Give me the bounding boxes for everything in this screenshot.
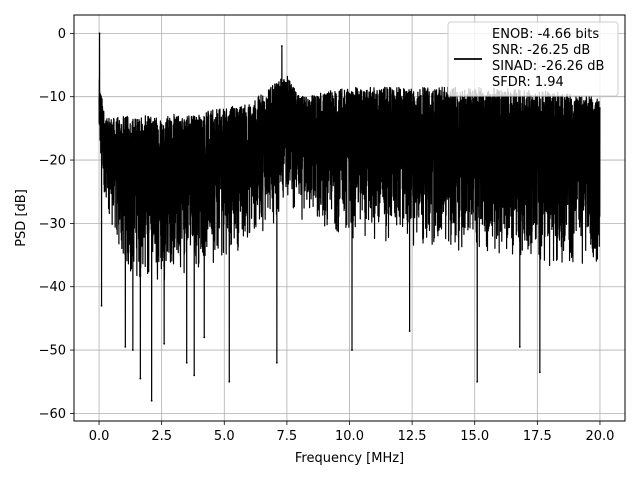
psd-dip-point: [150, 399, 153, 402]
psd-dip-point: [193, 374, 196, 377]
psd-dip-point: [518, 345, 521, 348]
x-tick-label: 2.5: [151, 429, 172, 444]
y-tick-label: −30: [39, 217, 66, 232]
x-tick-label: 10.0: [335, 429, 364, 444]
y-tick-label: −50: [39, 344, 66, 359]
psd-peak-point: [98, 32, 101, 35]
psd-dip-point: [203, 336, 206, 339]
legend-entry-sfdr: SFDR: 1.94: [492, 75, 564, 90]
legend-entry-snr: SNR: -26.25 dB: [492, 43, 590, 58]
psd-dip-point: [408, 330, 411, 332]
psd-dip-point: [538, 371, 541, 374]
x-tick-label: 17.5: [523, 429, 552, 444]
x-tick-label: 20.0: [585, 429, 614, 444]
y-tick-label: −10: [39, 90, 66, 105]
x-tick-label: 12.5: [398, 429, 427, 444]
psd-dip-point: [131, 349, 134, 351]
y-axis-label: PSD [dB]: [14, 189, 29, 247]
x-axis-ticks: 0.0 2.5 5.0 7.5 10.0 12.5 15.0 17.5 20.0: [89, 421, 614, 444]
psd-peak-point: [280, 45, 283, 47]
x-tick-label: 7.5: [277, 429, 298, 444]
x-tick-label: 0.0: [89, 429, 110, 444]
psd-dip-point: [163, 342, 166, 345]
y-tick-label: 0: [58, 27, 66, 42]
psd-dip-point: [275, 361, 278, 364]
y-axis-ticks: 0 −10 −20 −30 −40 −50 −60: [39, 27, 74, 422]
psd-dip-point: [351, 349, 353, 351]
psd-dip-point: [100, 304, 103, 307]
legend-box: [447, 21, 619, 97]
x-tick-label: 15.0: [460, 429, 489, 444]
legend: ENOB: -4.66 bits SNR: -26.25 dB SINAD: -…: [447, 21, 619, 97]
x-axis-label: Frequency [MHz]: [295, 451, 404, 466]
y-tick-label: −40: [39, 280, 66, 295]
psd-dip-point: [139, 377, 142, 380]
psd-dip-point: [228, 380, 231, 383]
y-tick-label: −20: [39, 154, 66, 169]
psd-dip-point: [476, 380, 479, 383]
x-tick-label: 5.0: [214, 429, 235, 444]
legend-entry-sinad: SINAD: -26.26 dB: [492, 59, 604, 74]
legend-entry-enob: ENOB: -4.66 bits: [492, 27, 599, 42]
psd-dip-point: [185, 361, 188, 364]
y-tick-label: −60: [39, 407, 66, 422]
psd-dip-point: [124, 345, 127, 348]
